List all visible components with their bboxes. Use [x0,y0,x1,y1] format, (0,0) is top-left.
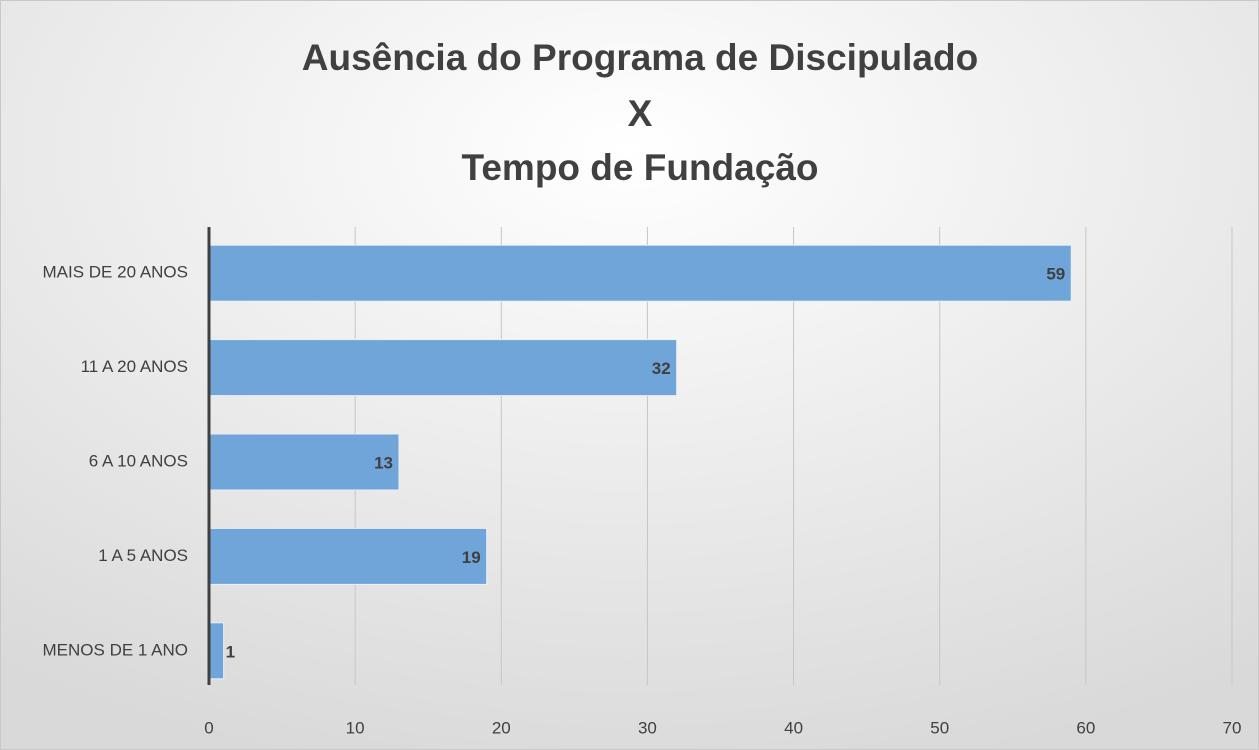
y-tick-label: MENOS DE 1 ANO [43,640,188,659]
x-tick-label: 20 [492,718,511,737]
x-tick-label: 30 [638,718,657,737]
bar [208,622,225,680]
y-tick-label: 11 A 20 ANOS [81,357,188,376]
y-tick-label: MAIS DE 20 ANOS [43,263,189,282]
chart-title: Tempo de Fundação [461,147,818,188]
y-tick-label: 1 A 5 ANOS [98,546,188,565]
chart-title: X [628,93,653,134]
x-tick-label: 10 [346,718,365,737]
x-tick-label: 0 [204,718,213,737]
x-tick-label: 40 [784,718,803,737]
bar [208,339,678,397]
data-label: 19 [462,548,481,567]
data-label: 1 [226,642,235,661]
x-tick-label: 50 [930,718,949,737]
x-tick-label: 60 [1076,718,1095,737]
x-tick-label: 70 [1223,718,1242,737]
data-label: 59 [1046,265,1065,284]
y-tick-label: 6 A 10 ANOS [89,451,188,470]
chart-title: Ausência do Programa de Discipulado [302,37,978,78]
bar [208,433,400,491]
bar [208,527,488,585]
data-label: 32 [652,359,671,378]
data-label: 13 [374,453,393,472]
bar [208,244,1072,302]
